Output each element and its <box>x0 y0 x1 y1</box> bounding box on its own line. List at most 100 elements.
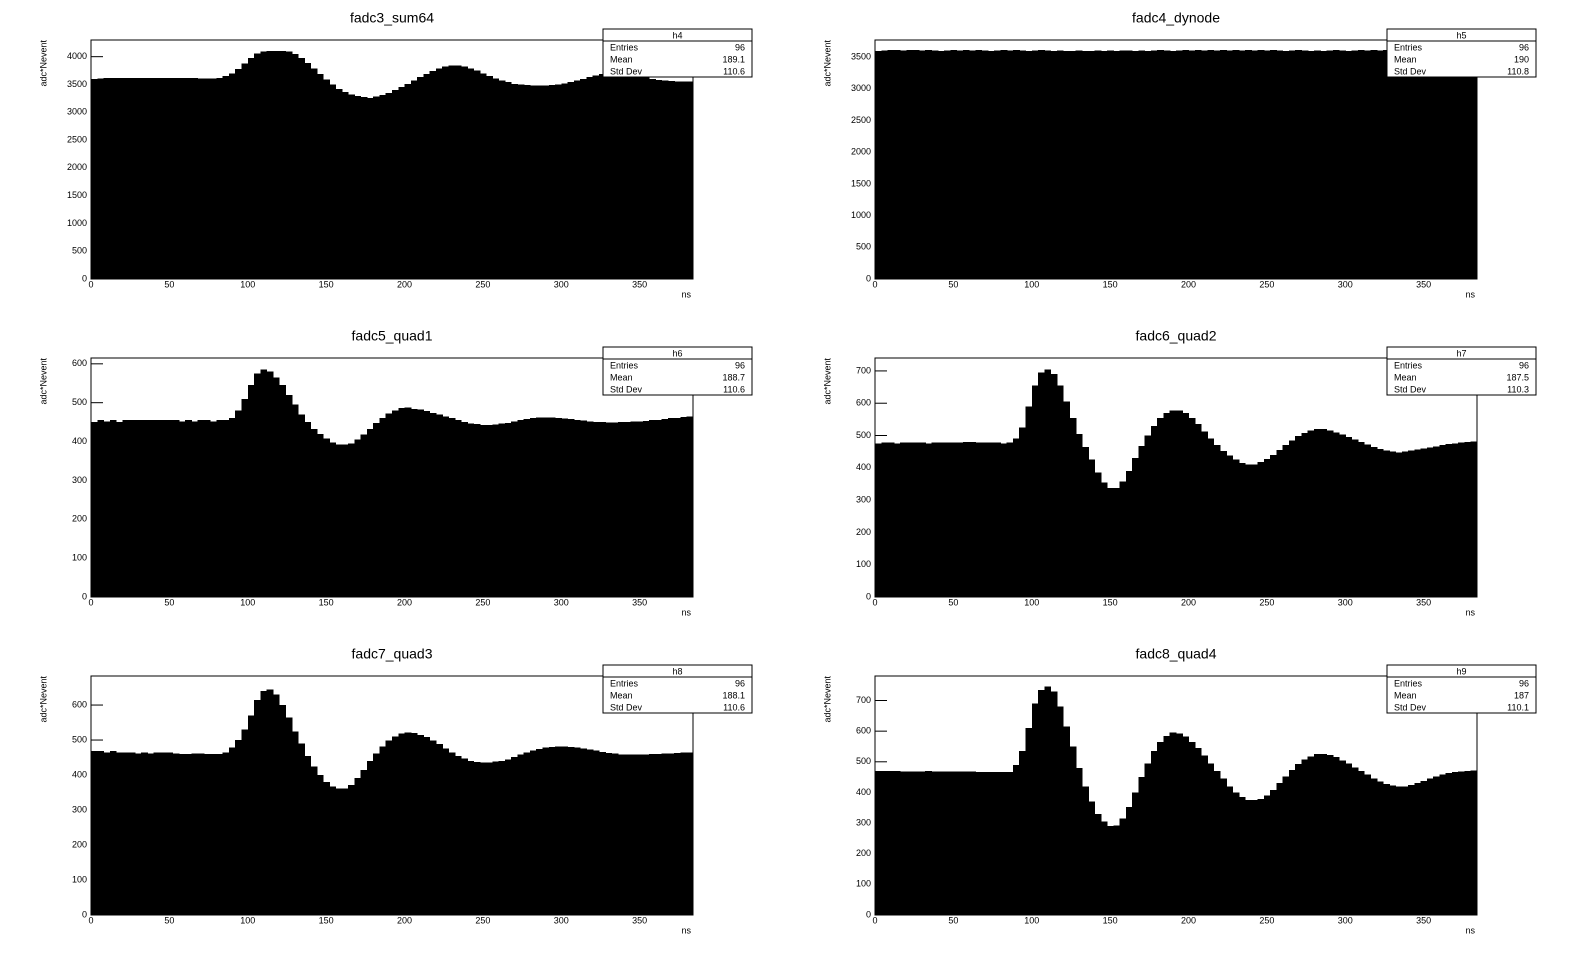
x-axis-label: ns <box>1465 289 1475 299</box>
bar <box>147 753 155 915</box>
stats-name: h6 <box>672 348 682 358</box>
x-tick-label: 300 <box>554 597 569 607</box>
y-tick-label: 2000 <box>851 147 871 157</box>
stats-value: 110.6 <box>723 702 745 712</box>
bar <box>931 50 939 280</box>
stats-label: Std Dev <box>610 66 643 76</box>
bar <box>950 50 958 279</box>
stats-value: 96 <box>1519 42 1529 52</box>
bar <box>1470 441 1478 597</box>
bar <box>573 419 581 597</box>
bar <box>586 421 594 597</box>
x-tick-label: 100 <box>240 915 255 925</box>
bar <box>1332 50 1340 279</box>
bar <box>492 761 500 915</box>
bar <box>561 418 569 597</box>
stats-label: Entries <box>610 42 639 52</box>
bar <box>1301 432 1309 597</box>
chart-title: fadc4_dynode <box>1132 10 1220 26</box>
y-tick-label: 0 <box>866 591 871 601</box>
y-tick-label: 2500 <box>67 134 87 144</box>
bar <box>228 418 236 597</box>
bar <box>1408 785 1415 915</box>
bar <box>203 420 211 597</box>
bar <box>956 50 964 280</box>
bar <box>994 50 1002 280</box>
y-tick-label: 600 <box>856 726 871 736</box>
bar <box>241 729 249 915</box>
bar <box>410 733 418 915</box>
bar <box>460 422 468 597</box>
bar <box>1188 50 1196 280</box>
bar <box>1094 813 1102 915</box>
bar <box>1125 471 1133 597</box>
y-tick-label: 500 <box>72 397 87 407</box>
stats-value: 110.3 <box>1507 384 1529 394</box>
bar <box>197 753 205 915</box>
bar <box>1100 50 1108 279</box>
bar <box>222 752 230 915</box>
x-tick-label: 350 <box>1416 597 1431 607</box>
bar <box>1081 50 1089 279</box>
bar <box>134 753 142 915</box>
bar <box>172 77 180 279</box>
y-tick-label: 500 <box>72 246 87 256</box>
x-tick-label: 250 <box>475 279 490 289</box>
bar <box>1263 795 1271 915</box>
stats-value: 188.7 <box>722 372 745 382</box>
bar <box>1201 431 1208 597</box>
bar <box>348 94 355 280</box>
x-tick-label: 50 <box>164 597 174 607</box>
bar <box>1232 792 1240 915</box>
bar <box>536 417 544 597</box>
bar <box>178 754 186 915</box>
bar <box>642 420 650 597</box>
bar <box>1138 445 1146 597</box>
bar <box>1339 50 1346 280</box>
bar <box>1113 487 1121 597</box>
bar <box>442 416 450 597</box>
bar <box>103 77 111 279</box>
x-tick-label: 250 <box>1259 279 1274 289</box>
bar <box>1031 385 1039 597</box>
bar <box>1313 754 1321 915</box>
bar <box>1307 50 1315 279</box>
bar <box>567 82 575 280</box>
stats-label: Std Dev <box>610 702 643 712</box>
bar <box>128 752 136 915</box>
bar <box>950 771 958 915</box>
bar <box>1295 50 1303 279</box>
x-tick-label: 50 <box>948 915 958 925</box>
bar <box>1376 449 1384 597</box>
bar <box>166 752 174 915</box>
bar <box>1414 50 1422 279</box>
x-tick-label: 350 <box>632 279 647 289</box>
bar <box>316 433 324 597</box>
bar <box>1401 451 1409 597</box>
bar <box>448 65 456 279</box>
bar <box>486 762 493 915</box>
bar <box>291 404 299 597</box>
bar <box>260 369 268 597</box>
bar <box>1357 770 1365 915</box>
bar <box>567 419 575 597</box>
bar <box>172 420 180 597</box>
bar <box>511 83 519 279</box>
bar <box>1451 443 1459 597</box>
x-tick-label: 350 <box>1416 915 1431 925</box>
bar <box>686 416 694 597</box>
bar <box>624 422 631 597</box>
bar <box>573 80 581 279</box>
stats-value: 110.6 <box>723 66 745 76</box>
bar <box>354 777 362 915</box>
bar <box>1088 459 1096 597</box>
bar <box>548 417 556 597</box>
bar <box>1182 736 1190 915</box>
bar <box>1458 442 1466 597</box>
bar <box>122 420 130 597</box>
bar <box>912 50 920 279</box>
bar <box>649 754 656 915</box>
bar <box>291 53 299 279</box>
bar <box>410 80 418 279</box>
bar <box>398 408 406 597</box>
